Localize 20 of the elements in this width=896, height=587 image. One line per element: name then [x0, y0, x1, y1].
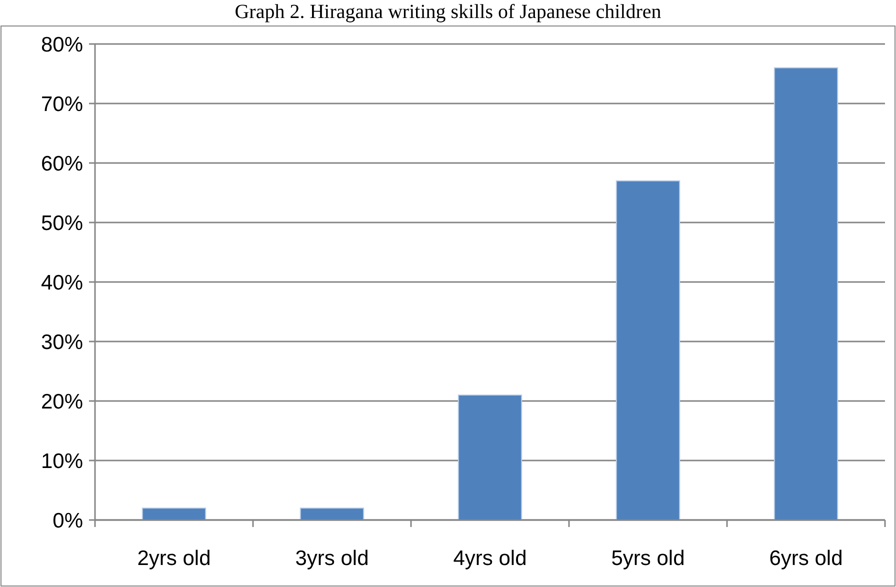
- bar: [774, 67, 838, 520]
- bar: [142, 508, 206, 520]
- bar: [300, 508, 364, 520]
- y-tick-label: 0%: [52, 509, 83, 532]
- bar: [616, 180, 680, 520]
- x-tick-label: 2yrs old: [137, 547, 211, 570]
- y-tick-label: 80%: [40, 33, 83, 56]
- x-tick-label: 5yrs old: [611, 547, 685, 570]
- chart-title: Graph 2. Hiragana writing skills of Japanese children: [234, 1, 662, 23]
- x-tick-label: 3yrs old: [295, 547, 369, 570]
- y-tick-label: 70%: [40, 92, 83, 116]
- y-tick-label: 50%: [40, 212, 83, 235]
- y-tick-label: 10%: [40, 450, 83, 473]
- x-tick-label: 4yrs old: [453, 547, 527, 570]
- y-tick-label: 20%: [40, 390, 83, 414]
- y-tick-label: 30%: [40, 330, 83, 354]
- y-tick-label: 40%: [40, 271, 83, 294]
- x-tick-label: 6yrs old: [769, 547, 843, 570]
- bar: [458, 394, 522, 520]
- y-tick-label: 60%: [40, 152, 83, 176]
